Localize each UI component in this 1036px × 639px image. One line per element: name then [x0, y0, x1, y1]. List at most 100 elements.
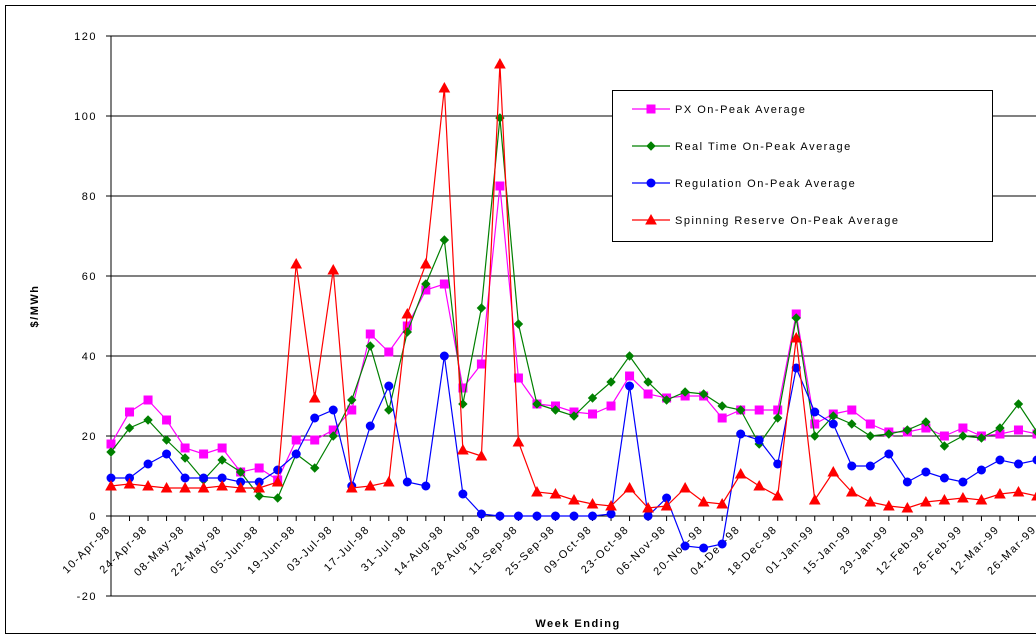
marker — [995, 423, 1005, 433]
marker — [958, 477, 968, 487]
marker — [754, 435, 764, 445]
marker — [808, 493, 821, 505]
marker — [958, 423, 968, 433]
marker — [810, 431, 820, 441]
marker — [568, 493, 580, 505]
marker — [513, 319, 524, 329]
marker — [939, 431, 949, 441]
marker — [717, 539, 727, 549]
marker — [513, 373, 523, 383]
marker — [125, 407, 135, 417]
marker — [273, 465, 283, 475]
marker — [1013, 459, 1023, 469]
marker — [438, 81, 451, 93]
marker — [217, 443, 227, 453]
marker — [976, 465, 986, 475]
marker — [902, 425, 913, 435]
marker — [124, 423, 135, 433]
marker — [531, 485, 543, 497]
marker — [105, 479, 117, 491]
marker — [179, 481, 191, 493]
marker — [1012, 485, 1025, 497]
marker — [1013, 425, 1023, 435]
marker — [532, 399, 542, 409]
marker — [513, 511, 523, 521]
marker — [569, 411, 579, 421]
y-tick-label: 100 — [74, 111, 97, 123]
marker — [180, 473, 190, 483]
marker — [382, 475, 395, 487]
marker — [921, 467, 931, 477]
marker — [680, 387, 690, 397]
marker — [921, 417, 931, 427]
marker — [865, 461, 875, 471]
marker — [882, 499, 895, 511]
marker — [458, 489, 468, 499]
marker — [646, 141, 656, 151]
marker — [1032, 428, 1036, 436]
marker — [216, 479, 228, 491]
marker — [143, 415, 153, 425]
marker — [643, 377, 653, 387]
legend-label: Real Time On-Peak Average — [675, 141, 852, 153]
marker — [994, 487, 1006, 499]
marker — [624, 351, 635, 361]
marker — [384, 347, 394, 357]
marker — [625, 381, 635, 391]
legend-label: Regulation On-Peak Average — [675, 178, 856, 190]
marker — [253, 481, 266, 493]
marker — [549, 487, 562, 499]
marker — [773, 413, 783, 423]
marker — [771, 489, 784, 501]
marker — [606, 377, 616, 387]
marker — [345, 481, 358, 493]
marker — [254, 463, 264, 473]
marker — [588, 511, 598, 521]
marker — [217, 455, 227, 465]
marker — [328, 431, 338, 441]
marker — [384, 405, 394, 415]
marker — [106, 447, 116, 457]
marker — [646, 104, 656, 114]
marker — [199, 473, 209, 483]
marker — [995, 455, 1005, 465]
marker — [646, 178, 656, 188]
marker — [754, 405, 764, 415]
marker — [494, 57, 506, 69]
marker — [698, 389, 709, 399]
marker — [845, 485, 858, 497]
marker — [310, 413, 320, 423]
marker — [1032, 455, 1036, 465]
marker — [865, 431, 876, 441]
marker — [476, 303, 487, 313]
marker — [645, 213, 657, 225]
marker — [901, 501, 914, 513]
y-tick-label: 20 — [82, 431, 97, 443]
marker — [365, 341, 375, 351]
marker — [495, 181, 505, 191]
marker — [347, 395, 357, 405]
marker — [736, 429, 746, 439]
marker — [605, 499, 617, 511]
marker — [457, 443, 469, 455]
marker — [828, 419, 838, 429]
marker — [199, 449, 209, 459]
marker — [162, 449, 172, 459]
marker — [680, 541, 690, 551]
marker — [495, 511, 505, 521]
marker — [623, 481, 636, 493]
marker — [606, 509, 616, 519]
marker — [162, 415, 172, 425]
marker — [958, 431, 968, 441]
chart-border — [5, 5, 1036, 634]
marker — [957, 491, 969, 503]
marker — [197, 481, 210, 493]
marker — [160, 481, 173, 493]
y-axis-label: $/MWh — [29, 285, 41, 328]
marker — [364, 479, 377, 491]
y-tick-label: 60 — [82, 271, 97, 283]
marker — [161, 435, 172, 445]
marker — [439, 235, 450, 245]
marker — [938, 493, 951, 505]
marker — [679, 481, 691, 493]
